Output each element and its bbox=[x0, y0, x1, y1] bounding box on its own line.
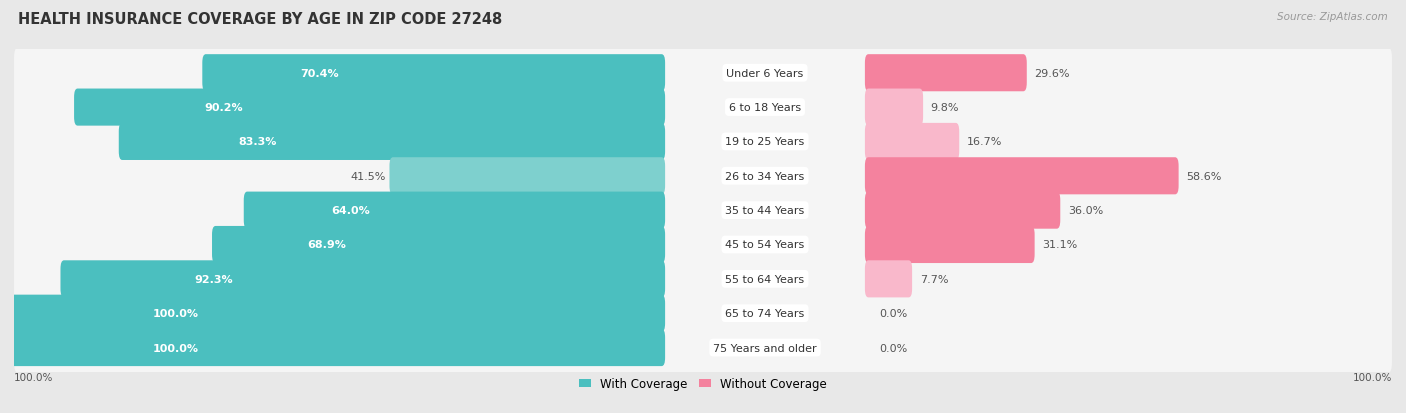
FancyBboxPatch shape bbox=[202, 55, 665, 92]
FancyBboxPatch shape bbox=[14, 220, 1392, 270]
Text: 90.2%: 90.2% bbox=[204, 103, 243, 113]
Text: 64.0%: 64.0% bbox=[332, 206, 370, 216]
Text: 6 to 18 Years: 6 to 18 Years bbox=[728, 103, 801, 113]
Text: 58.6%: 58.6% bbox=[1187, 171, 1222, 181]
FancyBboxPatch shape bbox=[14, 48, 1392, 99]
Text: 55 to 64 Years: 55 to 64 Years bbox=[725, 274, 804, 284]
FancyBboxPatch shape bbox=[865, 192, 1060, 229]
Text: 92.3%: 92.3% bbox=[194, 274, 232, 284]
Text: Source: ZipAtlas.com: Source: ZipAtlas.com bbox=[1277, 12, 1388, 22]
Text: 100.0%: 100.0% bbox=[1353, 372, 1392, 382]
FancyBboxPatch shape bbox=[865, 261, 912, 298]
Text: 68.9%: 68.9% bbox=[308, 240, 346, 250]
FancyBboxPatch shape bbox=[118, 123, 665, 161]
FancyBboxPatch shape bbox=[14, 254, 1392, 304]
FancyBboxPatch shape bbox=[11, 329, 665, 366]
FancyBboxPatch shape bbox=[14, 117, 1392, 167]
Text: 29.6%: 29.6% bbox=[1035, 69, 1070, 78]
FancyBboxPatch shape bbox=[14, 323, 1392, 373]
FancyBboxPatch shape bbox=[14, 151, 1392, 202]
FancyBboxPatch shape bbox=[389, 158, 665, 195]
Text: 83.3%: 83.3% bbox=[238, 137, 276, 147]
Text: 16.7%: 16.7% bbox=[967, 137, 1002, 147]
Text: 31.1%: 31.1% bbox=[1042, 240, 1077, 250]
Text: 7.7%: 7.7% bbox=[920, 274, 948, 284]
Text: 9.8%: 9.8% bbox=[931, 103, 959, 113]
FancyBboxPatch shape bbox=[11, 295, 665, 332]
FancyBboxPatch shape bbox=[865, 123, 959, 161]
Text: 35 to 44 Years: 35 to 44 Years bbox=[725, 206, 804, 216]
Text: 0.0%: 0.0% bbox=[879, 343, 908, 353]
FancyBboxPatch shape bbox=[60, 261, 665, 298]
FancyBboxPatch shape bbox=[865, 226, 1035, 263]
Legend: With Coverage, Without Coverage: With Coverage, Without Coverage bbox=[574, 373, 832, 395]
FancyBboxPatch shape bbox=[14, 83, 1392, 133]
Text: 75 Years and older: 75 Years and older bbox=[713, 343, 817, 353]
Text: 65 to 74 Years: 65 to 74 Years bbox=[725, 309, 804, 318]
FancyBboxPatch shape bbox=[243, 192, 665, 229]
Text: 45 to 54 Years: 45 to 54 Years bbox=[725, 240, 804, 250]
Text: 100.0%: 100.0% bbox=[153, 343, 200, 353]
Text: 0.0%: 0.0% bbox=[879, 309, 908, 318]
FancyBboxPatch shape bbox=[212, 226, 665, 263]
Text: HEALTH INSURANCE COVERAGE BY AGE IN ZIP CODE 27248: HEALTH INSURANCE COVERAGE BY AGE IN ZIP … bbox=[18, 12, 502, 27]
FancyBboxPatch shape bbox=[865, 89, 924, 126]
Text: Under 6 Years: Under 6 Years bbox=[727, 69, 804, 78]
Text: 41.5%: 41.5% bbox=[350, 171, 387, 181]
Text: 36.0%: 36.0% bbox=[1069, 206, 1104, 216]
FancyBboxPatch shape bbox=[14, 185, 1392, 236]
FancyBboxPatch shape bbox=[865, 158, 1178, 195]
Text: 19 to 25 Years: 19 to 25 Years bbox=[725, 137, 804, 147]
Text: 100.0%: 100.0% bbox=[153, 309, 200, 318]
Text: 100.0%: 100.0% bbox=[14, 372, 53, 382]
FancyBboxPatch shape bbox=[75, 89, 665, 126]
FancyBboxPatch shape bbox=[865, 55, 1026, 92]
Text: 26 to 34 Years: 26 to 34 Years bbox=[725, 171, 804, 181]
FancyBboxPatch shape bbox=[14, 288, 1392, 339]
Text: 70.4%: 70.4% bbox=[301, 69, 339, 78]
